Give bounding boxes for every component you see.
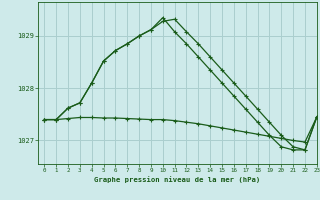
X-axis label: Graphe pression niveau de la mer (hPa): Graphe pression niveau de la mer (hPa) (94, 176, 261, 183)
